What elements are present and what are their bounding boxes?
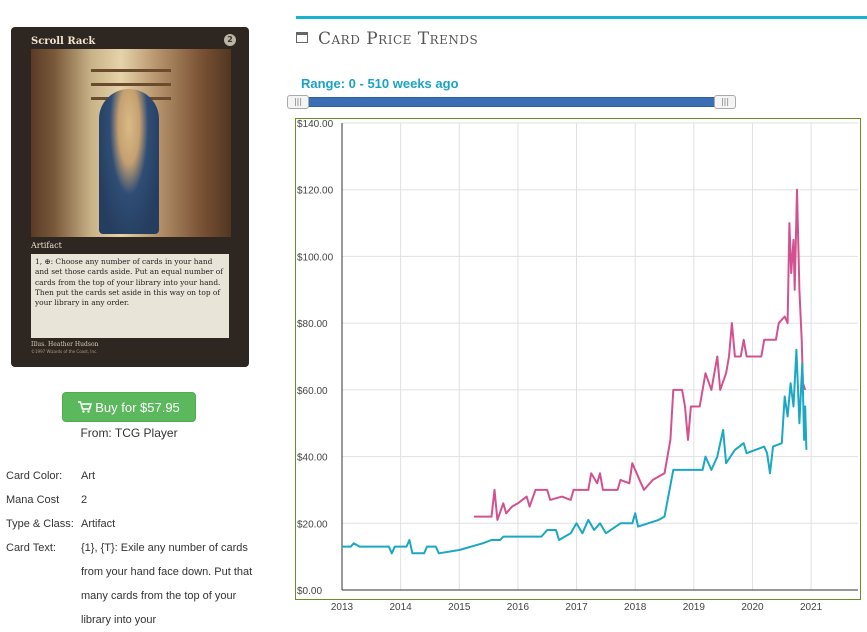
mana-cost-symbol: 2: [224, 34, 236, 46]
x-tick-label: 2018: [624, 602, 647, 613]
detail-label: Mana Cost: [6, 494, 60, 506]
detail-label: Card Color:: [6, 470, 63, 482]
x-tick-label: 2019: [683, 602, 706, 613]
card-image: Scroll Rack 2 Artifact 1, ⊕: Choose any …: [11, 27, 249, 367]
buy-button[interactable]: Buy for $57.95: [62, 392, 196, 422]
y-tick-label: $0.00: [297, 586, 322, 597]
calendar-icon: [296, 32, 308, 43]
x-tick-label: 2013: [331, 602, 354, 613]
detail-value: 2: [81, 494, 88, 506]
range-slider[interactable]: [298, 97, 727, 107]
artwork-figure: [99, 89, 159, 234]
shelf-decoration: [91, 69, 171, 72]
y-tick-label: $20.00: [297, 519, 328, 530]
detail-value: Art: [81, 470, 96, 482]
card-type-line: Artifact: [31, 241, 62, 250]
price-line-blue: [342, 348, 808, 555]
y-tick-label: $140.00: [297, 119, 334, 130]
x-tick-label: 2021: [800, 602, 823, 613]
y-tick-label: $40.00: [297, 453, 328, 464]
card-artist: Illus. Heather Hudson: [31, 341, 99, 348]
detail-value: Artifact: [81, 518, 116, 530]
card-rules-text: 1, ⊕: Choose any number of cards in your…: [31, 254, 229, 338]
card-copyright: ©1997 Wizards of the Coast, Inc.: [31, 349, 98, 354]
detail-value: {1}, {T}: Exile any number of cards from…: [81, 542, 253, 626]
y-tick-label: $100.00: [297, 252, 334, 263]
price-line-pink: [473, 188, 807, 521]
price-chart: $0.00 $20.00 $40.00 $60.00 $80.00 $100.00 $120…: [295, 118, 861, 623]
x-tick-label: 2015: [448, 602, 471, 613]
chart-frame: [295, 118, 861, 600]
y-tick-label: $80.00: [297, 319, 328, 330]
shelf-decoration: [91, 83, 171, 86]
card-name: Scroll Rack: [31, 36, 96, 47]
y-tick-label: $60.00: [297, 386, 328, 397]
section-title: Card Price Trends: [296, 29, 478, 49]
detail-label: Card Text:: [6, 542, 56, 554]
range-slider-left-handle[interactable]: |||: [287, 95, 309, 109]
x-tick-label: 2016: [507, 602, 530, 613]
price-chart-svg: $0.00 $20.00 $40.00 $60.00 $80.00 $100.00 $120…: [295, 118, 861, 613]
buy-button-label: Buy for $57.95: [95, 400, 180, 415]
x-tick-label: 2014: [390, 602, 413, 613]
card-artwork: [31, 49, 231, 237]
range-label: Range: 0 - 510 weeks ago: [301, 76, 459, 91]
range-slider-right-handle[interactable]: |||: [714, 95, 736, 109]
x-tick-label: 2017: [565, 602, 588, 613]
shopping-cart-icon: [78, 401, 93, 413]
detail-label: Type & Class:: [6, 518, 74, 530]
x-tick-label: 2020: [741, 602, 764, 613]
buy-source: From: TCG Player: [80, 426, 178, 440]
y-tick-label: $120.00: [297, 186, 334, 197]
section-divider: [296, 16, 867, 19]
